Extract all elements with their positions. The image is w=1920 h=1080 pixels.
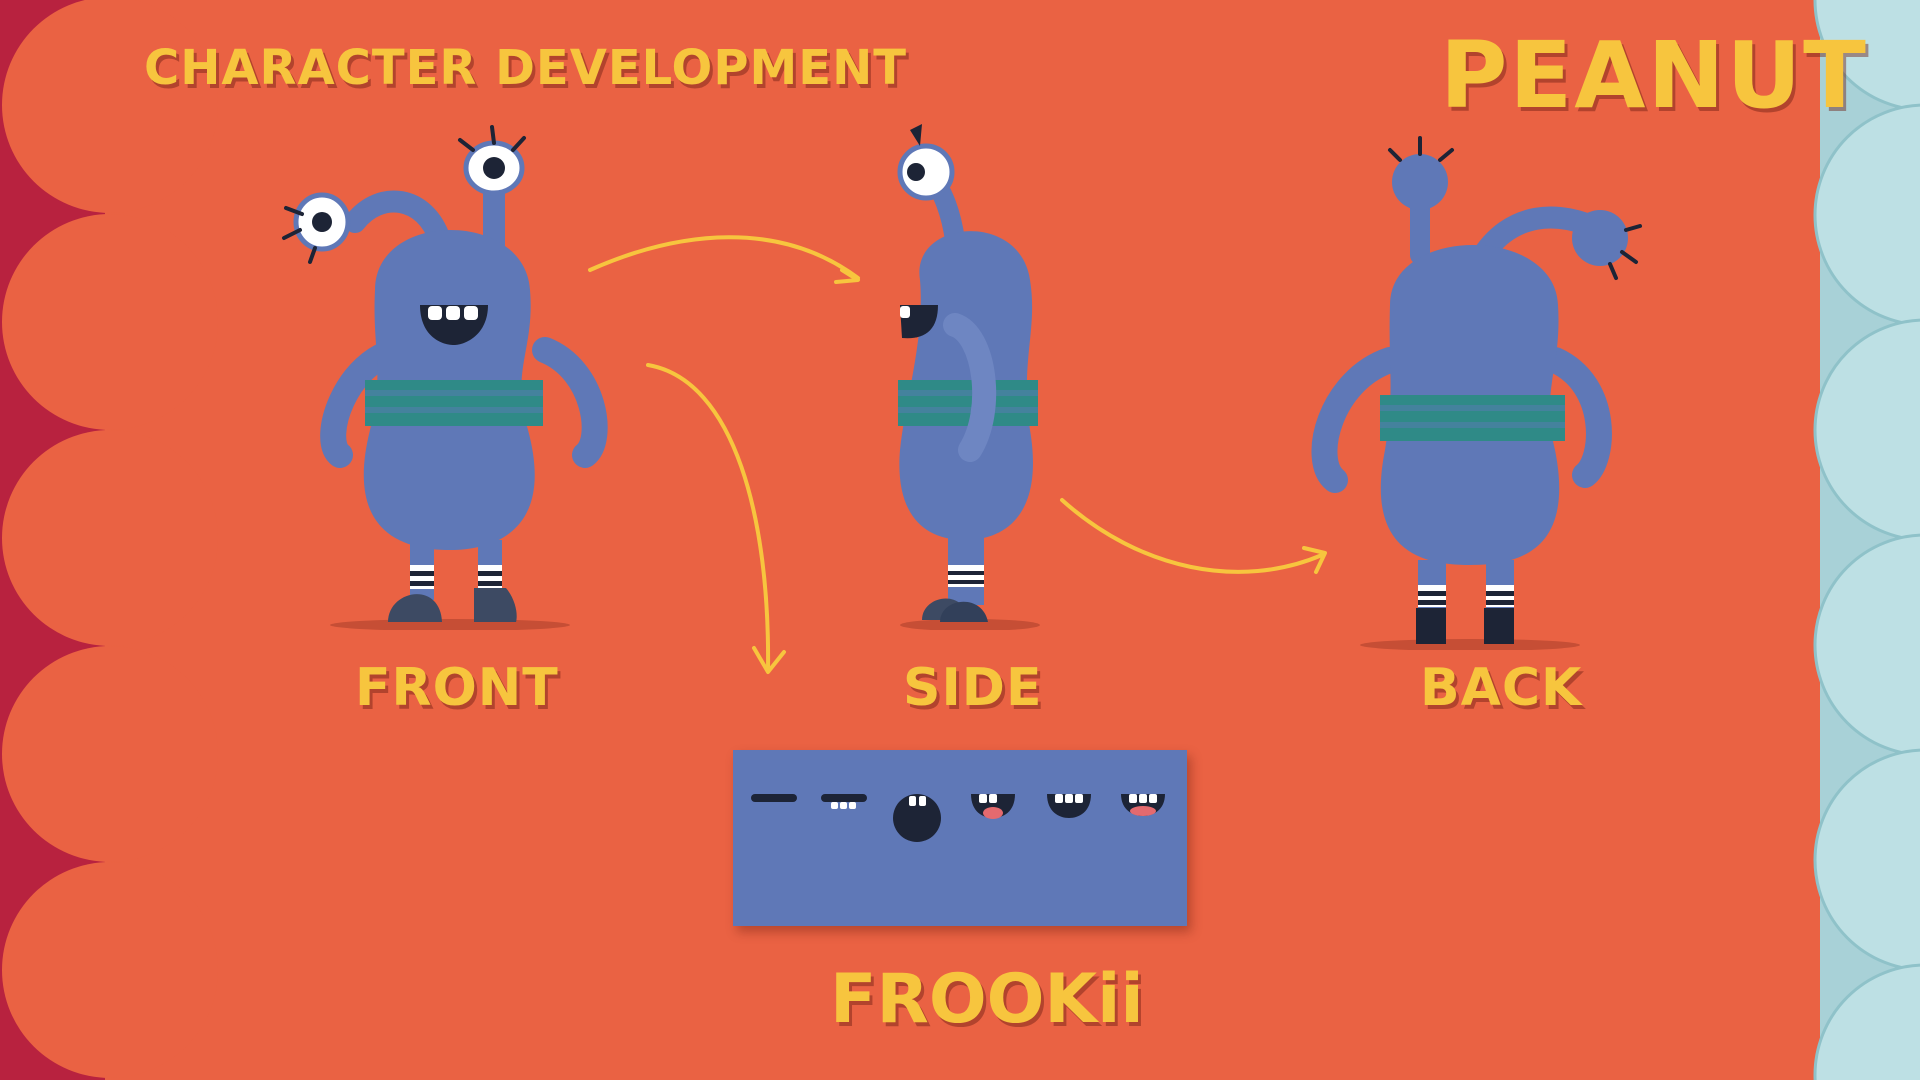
mouth-wide-teeth-icon bbox=[1047, 794, 1091, 818]
character-front-view bbox=[282, 125, 608, 630]
back-head-knob-left bbox=[1388, 136, 1454, 210]
left-eye-icon bbox=[282, 192, 351, 264]
view-label-back: BACK bbox=[1420, 658, 1583, 718]
view-label-front: FRONT bbox=[355, 658, 559, 718]
mouth-teeth-tongue-wide-icon bbox=[1121, 794, 1165, 816]
right-scallops bbox=[1813, 0, 1920, 1080]
frookii-logo: FROOKii bbox=[830, 966, 1144, 1036]
right-eye-icon bbox=[458, 125, 526, 196]
mouth-closed-line-icon bbox=[751, 794, 797, 802]
character-name: PEANUT bbox=[1440, 22, 1868, 129]
character-side-view bbox=[897, 124, 1040, 630]
mouth-shapes bbox=[751, 794, 1165, 842]
view-label-side: SIDE bbox=[903, 658, 1043, 718]
mouth-small-teeth-icon bbox=[821, 794, 867, 809]
logo-text: FROOKii bbox=[830, 960, 1144, 1039]
left-scallops bbox=[2, 0, 218, 1078]
back-head-knob-right bbox=[1572, 210, 1642, 280]
mouth-shapes-card bbox=[733, 750, 1187, 926]
mouth-teeth-tongue-icon bbox=[971, 794, 1015, 819]
character-back-view bbox=[1311, 136, 1642, 650]
side-eye-icon bbox=[897, 124, 955, 201]
mouth-open-round-icon bbox=[893, 794, 941, 842]
page-title: CHARACTER DEVELOPMENT bbox=[144, 40, 907, 96]
